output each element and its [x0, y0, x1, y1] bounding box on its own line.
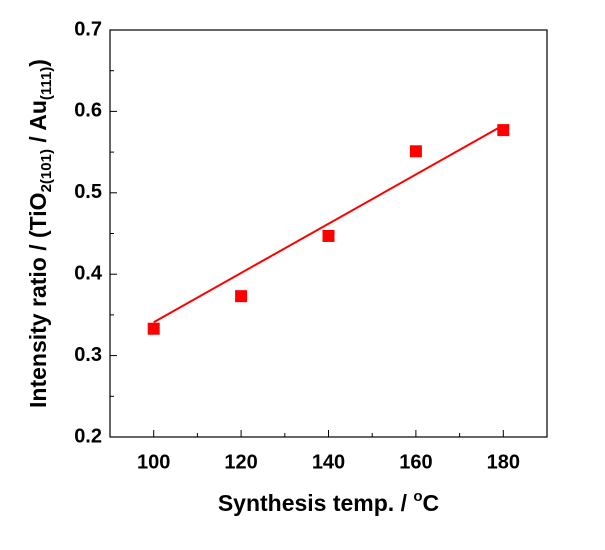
- y-tick-label: 0.6: [74, 100, 102, 122]
- x-axis-label: Synthesis temp. / oC: [218, 488, 439, 516]
- x-tick-label: 140: [312, 451, 345, 473]
- y-axis-label: Intensity ratio / (TiO2(101) / Au(111)): [25, 59, 55, 408]
- y-axis-label-part: 2(101): [38, 149, 55, 192]
- y-axis-label-part: (111): [38, 67, 55, 100]
- y-tick-label: 0.4: [74, 262, 103, 284]
- x-axis-label-part: Synthesis temp. /: [218, 490, 414, 516]
- y-tick-label: 0.7: [74, 18, 102, 40]
- data-point: [497, 124, 510, 137]
- data-point: [147, 322, 160, 335]
- fit-line: [153, 124, 504, 324]
- y-axis-label-part: Intensity ratio / (TiO: [25, 192, 51, 408]
- data-point: [409, 145, 422, 158]
- y-tick-label: 0.3: [74, 344, 102, 366]
- y-axis-label-part: / Au: [25, 100, 51, 149]
- data-point: [322, 229, 335, 242]
- x-tick-label: 100: [137, 451, 170, 473]
- x-tick-label: 120: [224, 451, 257, 473]
- x-axis-label-part: o: [413, 488, 422, 505]
- y-axis-label-part: ): [25, 59, 51, 67]
- y-tick-label: 0.5: [74, 181, 102, 203]
- x-axis-label-part: C: [423, 490, 440, 516]
- x-tick-label: 180: [487, 451, 520, 473]
- x-tick-label: 160: [399, 451, 432, 473]
- data-point: [235, 290, 248, 303]
- y-tick-label: 0.2: [74, 425, 102, 447]
